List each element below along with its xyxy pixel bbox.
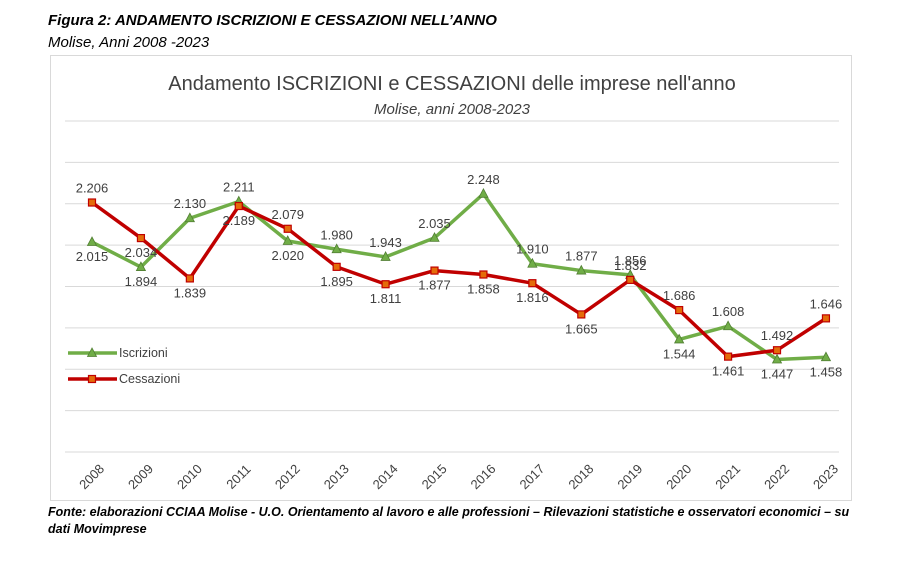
data-label: 1.447 (761, 367, 794, 382)
data-point-square (136, 233, 146, 243)
data-label: 2.248 (467, 172, 500, 187)
data-label: 1.839 (174, 285, 207, 300)
data-label: 1.686 (663, 288, 696, 303)
data-label: 1.910 (516, 242, 549, 257)
data-point-square (723, 352, 733, 361)
chart-frame: Andamento ISCRIZIONI e CESSAZIONI delle … (50, 55, 852, 501)
legend: Iscrizioni Cessazioni (68, 346, 180, 386)
data-point-square (626, 275, 635, 284)
data-point-square (675, 305, 684, 315)
legend-label: Iscrizioni (119, 346, 168, 360)
legend-label: Cessazioni (119, 372, 180, 386)
data-point-triangle (380, 251, 391, 261)
data-point-square (332, 262, 341, 271)
data-label: 1.608 (712, 304, 745, 319)
data-label: 1.816 (516, 290, 549, 305)
data-label: 2.079 (271, 207, 304, 222)
data-point-square (283, 224, 292, 233)
x-tick-label: 2020 (663, 461, 694, 492)
line-chart: Andamento ISCRIZIONI e CESSAZIONI delle … (65, 73, 842, 492)
data-point-triangle (331, 243, 342, 254)
x-tick-label: 2013 (321, 461, 352, 492)
x-tick-label: 2016 (468, 461, 499, 492)
data-point-triangle (282, 235, 293, 245)
data-point-square (87, 198, 97, 207)
data-label: 2.211 (223, 179, 255, 194)
data-point-triangle (429, 232, 440, 242)
legend-marker-triangle (86, 347, 98, 357)
data-point-triangle (722, 320, 734, 331)
x-tick-label: 2017 (516, 461, 547, 492)
x-tick-label: 2008 (76, 461, 107, 492)
data-label: 2.034 (125, 245, 158, 260)
data-label: 1.544 (663, 346, 696, 361)
data-label: 1.894 (125, 274, 158, 289)
x-axis-ticks: 2008 2009 2010 2011 2012 2013 2014 2015 2016 2017… (76, 461, 841, 492)
x-tick-label: 2023 (810, 461, 841, 492)
gridlines (65, 120, 839, 453)
data-point-square (528, 279, 537, 288)
data-point-square (821, 314, 831, 323)
data-point-triangle (86, 236, 98, 246)
x-tick-label: 2009 (125, 461, 156, 492)
chart-subtitle: Molise, anni 2008-2023 (374, 101, 531, 118)
data-label: 1.943 (369, 235, 402, 250)
data-point-square (234, 201, 243, 211)
series-line-cessazioni (90, 201, 827, 359)
data-point-square (185, 274, 194, 283)
data-label: 2.189 (223, 213, 256, 228)
data-point-triangle (576, 264, 587, 275)
legend-marker-square (87, 374, 97, 384)
x-tick-label: 2018 (565, 461, 596, 492)
data-point-square (479, 270, 488, 279)
data-labels: 2.015 1.894 2.130 2.211 2.020 1.980 1.943 2.035… (76, 172, 842, 382)
data-label: 1.492 (761, 328, 794, 343)
data-label: 2.035 (418, 216, 451, 231)
data-label: 2.020 (271, 248, 304, 263)
data-label: 1.665 (565, 321, 598, 336)
x-tick-label: 2019 (614, 461, 645, 492)
data-point-square (577, 310, 586, 319)
figure-title: Figura 2: ANDAMENTO ISCRIZIONI E CESSAZI… (48, 12, 497, 29)
x-tick-label: 2010 (174, 461, 205, 492)
data-label: 2.206 (76, 181, 109, 196)
x-tick-label: 2011 (223, 461, 253, 491)
data-label: 1.461 (712, 364, 745, 379)
data-label: 1.856 (614, 253, 647, 268)
data-label: 2.130 (174, 196, 207, 211)
chart-title: Andamento ISCRIZIONI e CESSAZIONI delle … (168, 73, 735, 95)
data-label: 1.895 (320, 274, 353, 289)
data-point-triangle (527, 257, 538, 268)
data-label: 1.877 (565, 249, 598, 264)
series-group (86, 187, 832, 364)
data-label: 1.858 (467, 282, 500, 297)
data-label: 2.015 (76, 249, 109, 264)
data-point-square (430, 266, 439, 275)
data-point-triangle (771, 353, 783, 364)
data-label: 1.811 (370, 291, 402, 306)
data-point-square (381, 280, 390, 289)
data-point-triangle (184, 212, 196, 223)
x-tick-label: 2021 (712, 461, 743, 492)
x-tick-label: 2022 (761, 461, 792, 492)
data-label: 1.980 (320, 227, 353, 242)
data-point-square (772, 346, 782, 355)
x-tick-label: 2014 (370, 461, 401, 492)
data-point-triangle (820, 351, 832, 362)
data-point-triangle (673, 333, 685, 344)
source-note: Fonte: elaborazioni CCIAA Molise - U.O. … (48, 505, 850, 536)
data-label: 1.832 (614, 258, 647, 273)
data-point-triangle (135, 261, 147, 271)
data-label: 1.877 (418, 278, 451, 293)
x-tick-label: 2012 (272, 461, 303, 492)
series-line-iscrizioni (91, 192, 827, 362)
data-point-triangle (478, 187, 489, 198)
x-tick-label: 2015 (419, 461, 450, 492)
data-label: 1.646 (810, 296, 843, 311)
figure-subtitle: Molise, Anni 2008 -2023 (48, 34, 210, 51)
data-label: 1.458 (810, 364, 843, 379)
